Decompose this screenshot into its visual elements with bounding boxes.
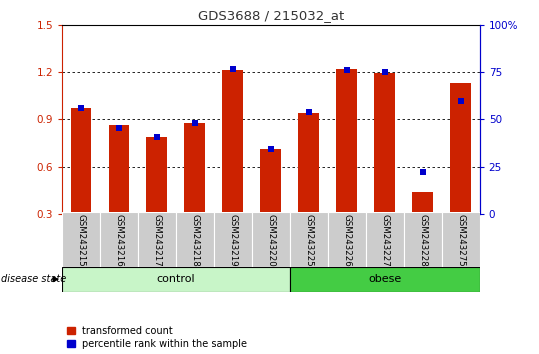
Text: GSM243226: GSM243226 bbox=[342, 214, 351, 267]
Text: disease state: disease state bbox=[1, 274, 66, 284]
Text: GSM243228: GSM243228 bbox=[418, 214, 427, 267]
Bar bbox=[100, 212, 138, 267]
Bar bbox=[328, 212, 366, 267]
Bar bbox=[223, 70, 243, 214]
Bar bbox=[336, 69, 357, 214]
Bar bbox=[214, 212, 252, 267]
Bar bbox=[290, 212, 328, 267]
Text: control: control bbox=[157, 274, 195, 284]
Text: GSM243216: GSM243216 bbox=[114, 214, 123, 267]
Text: GSM243275: GSM243275 bbox=[456, 214, 465, 267]
Bar bbox=[252, 212, 290, 267]
Bar bbox=[260, 149, 281, 214]
Bar bbox=[442, 212, 480, 267]
Bar bbox=[62, 212, 100, 267]
Text: GSM243220: GSM243220 bbox=[266, 214, 275, 267]
Bar bbox=[404, 212, 442, 267]
Bar bbox=[299, 113, 319, 214]
Text: GSM243225: GSM243225 bbox=[305, 214, 313, 267]
Bar bbox=[290, 267, 480, 292]
Text: GSM243218: GSM243218 bbox=[190, 214, 199, 267]
Text: obese: obese bbox=[368, 274, 402, 284]
Bar bbox=[147, 137, 168, 214]
Bar bbox=[62, 267, 290, 292]
Bar bbox=[108, 125, 129, 214]
Bar bbox=[366, 212, 404, 267]
Bar bbox=[412, 192, 433, 214]
Bar bbox=[176, 212, 214, 267]
Bar bbox=[138, 212, 176, 267]
Legend: transformed count, percentile rank within the sample: transformed count, percentile rank withi… bbox=[67, 326, 247, 349]
Title: GDS3688 / 215032_at: GDS3688 / 215032_at bbox=[198, 9, 344, 22]
Bar bbox=[71, 108, 92, 214]
Text: GSM243227: GSM243227 bbox=[381, 214, 389, 267]
Bar bbox=[184, 124, 205, 214]
Bar bbox=[374, 73, 395, 214]
Bar bbox=[450, 83, 471, 214]
Text: GSM243215: GSM243215 bbox=[77, 214, 86, 267]
Text: GSM243217: GSM243217 bbox=[153, 214, 161, 267]
Text: GSM243219: GSM243219 bbox=[229, 214, 237, 267]
